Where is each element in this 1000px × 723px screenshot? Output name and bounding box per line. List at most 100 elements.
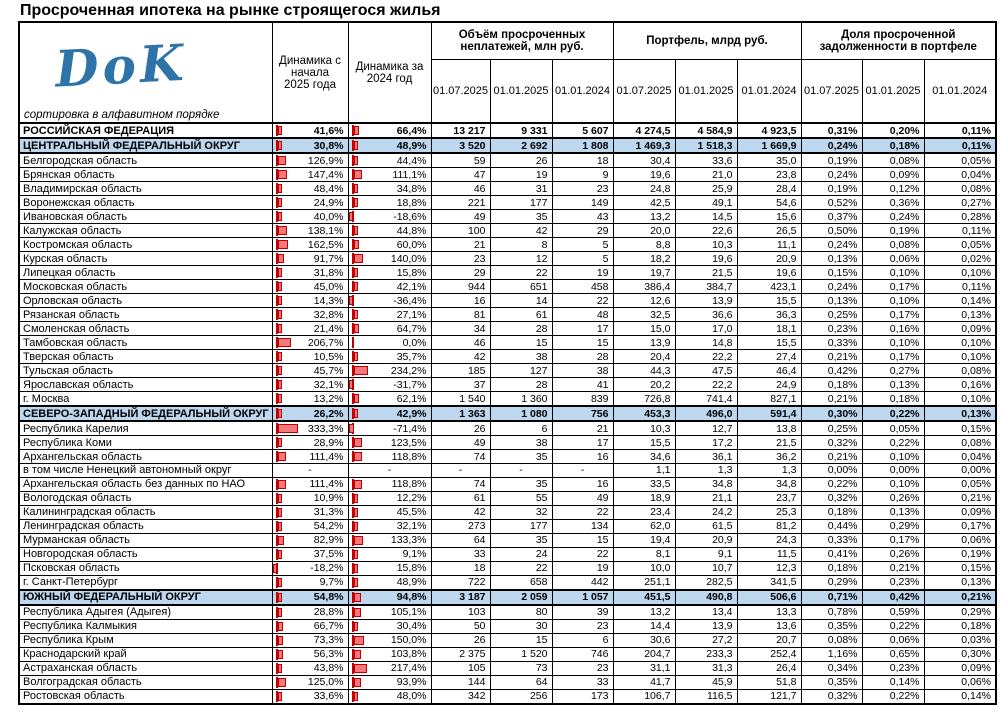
value-cell: 21 [551, 420, 614, 436]
value-cell: 342 [430, 688, 491, 705]
value-cell: 746 [551, 646, 614, 662]
databar-axis-icon [351, 437, 354, 448]
value-cell: 21 [430, 237, 491, 252]
dynamics-value: 28,8% [313, 606, 344, 619]
dynamics-cell-content: 147,4% [273, 169, 347, 181]
databar-fill [353, 621, 358, 631]
dynamics-value: 118,8% [391, 450, 427, 463]
databar-axis-icon [351, 379, 354, 390]
value-cell: 35 [489, 449, 553, 464]
region-name-cell: Смоленская область [18, 321, 273, 336]
dynamics-value: 66,7% [313, 620, 344, 633]
dynamics-cell: 91,7% [271, 251, 349, 266]
databar-axis-icon [275, 365, 278, 376]
databar-axis-icon [351, 634, 354, 646]
databar-axis-icon [275, 253, 278, 264]
value-cell: 1,1 [612, 463, 676, 478]
databar [349, 562, 369, 574]
table-header: DoK сортировка в алфавитном порядке Дина… [18, 21, 997, 124]
value-cell: 15,5 [612, 435, 676, 450]
value-cell: 24,8 [612, 181, 676, 196]
dynamics-cell-content: 48,4% [273, 183, 347, 195]
dynamics-value: 35,7% [396, 350, 427, 363]
databar-fill [353, 366, 369, 375]
value-cell: 18 [551, 152, 614, 168]
value-cell: 121,7 [736, 688, 802, 705]
value-cell: 0,09% [861, 167, 925, 182]
value-cell: 34,8 [736, 476, 802, 492]
value-cell: 54,6 [736, 195, 802, 210]
dynamics-cell: 30,4% [347, 618, 432, 634]
dynamics-cell: 118,8% [347, 476, 432, 492]
value-cell: 14 [489, 293, 553, 308]
value-cell: 451,5 [612, 588, 676, 606]
dynamics-cell-content: 34,8% [349, 183, 430, 195]
databar-axis-icon [351, 408, 354, 419]
value-cell: 29 [430, 265, 491, 280]
value-cell: 23 [430, 251, 491, 266]
dynamics-cell-content: 126,9% [273, 154, 347, 167]
value-cell: 0,21% [800, 349, 863, 364]
databar-axis-icon [351, 393, 354, 404]
databar-axis-icon [351, 620, 354, 632]
databar-fill [349, 212, 353, 221]
dynamics-cell: 66,7% [271, 618, 349, 634]
databar [349, 337, 369, 349]
dynamics-cell-content: -18,6% [349, 210, 430, 223]
databar-axis-icon [275, 140, 278, 151]
value-cell: 24,9 [736, 377, 802, 392]
databar-axis-icon [351, 451, 354, 462]
databar [273, 267, 293, 279]
value-cell: 0,29% [923, 604, 997, 620]
databar [349, 548, 369, 560]
value-cell: 15 [489, 632, 553, 648]
value-cell: 1,3 [674, 463, 738, 478]
databar [273, 392, 293, 405]
value-cell: 19,6 [674, 251, 738, 266]
region-name-cell: Ярославская область [18, 377, 273, 392]
value-cell: 46 [430, 181, 491, 196]
dynamics-cell: 31,8% [271, 265, 349, 280]
value-cell: 0,06% [861, 251, 925, 266]
dynamics-value: 150,0% [390, 634, 427, 647]
dynamics-value: -18,6% [393, 210, 427, 223]
databar [349, 676, 369, 688]
dynamics-cell: 138,1% [271, 223, 349, 238]
value-cell: 105 [430, 660, 491, 676]
dynamics-cell-content: 24,9% [273, 197, 347, 209]
region-name-cell: Костромская область [18, 237, 273, 252]
region-name-cell: Тульская область [18, 363, 273, 378]
value-cell: 0,17% [861, 349, 925, 364]
region-name-cell: Архангельская область [18, 449, 273, 464]
dynamics-cell: 34,8% [347, 181, 432, 196]
value-cell: 26,5 [736, 223, 802, 238]
value-cell: 0,31% [800, 122, 863, 139]
dynamics-cell: 26,2% [271, 405, 349, 422]
dynamics-cell-content: 48,0% [349, 690, 430, 703]
databar [349, 365, 369, 377]
databar-fill [353, 324, 359, 333]
region-name-cell: Липецкая область [18, 265, 273, 280]
value-cell: 1 669,9 [736, 137, 802, 154]
databar [273, 634, 293, 646]
databar-fill [277, 649, 283, 659]
value-cell: 0,21% [923, 588, 997, 606]
header-dynamics-2024: Динамика за 2024 год [347, 21, 432, 124]
value-cell: 127 [489, 363, 553, 378]
dynamics-cell-content: 15,8% [349, 267, 430, 279]
value-cell: 0,24% [861, 209, 925, 224]
value-cell: 1 469,3 [612, 137, 676, 154]
value-cell: 51,8 [736, 674, 802, 690]
dynamics-cell: 56,3% [271, 646, 349, 662]
databar-axis-icon [275, 620, 278, 632]
region-name-cell: СЕВЕРО-ЗАПАДНЫЙ ФЕДЕРАЛЬНЫЙ ОКРУГ [18, 405, 273, 422]
dynamics-cell-content: -36,4% [349, 295, 430, 307]
databar-axis-icon [275, 562, 278, 574]
value-cell: 0,06% [923, 532, 997, 548]
dynamics-cell: 103,8% [347, 646, 432, 662]
databar-axis-icon [275, 606, 278, 618]
databar-fill [277, 424, 298, 433]
databar-fill [353, 254, 364, 263]
dynamics-cell: 37,5% [271, 546, 349, 562]
value-cell: 0,06% [923, 674, 997, 690]
